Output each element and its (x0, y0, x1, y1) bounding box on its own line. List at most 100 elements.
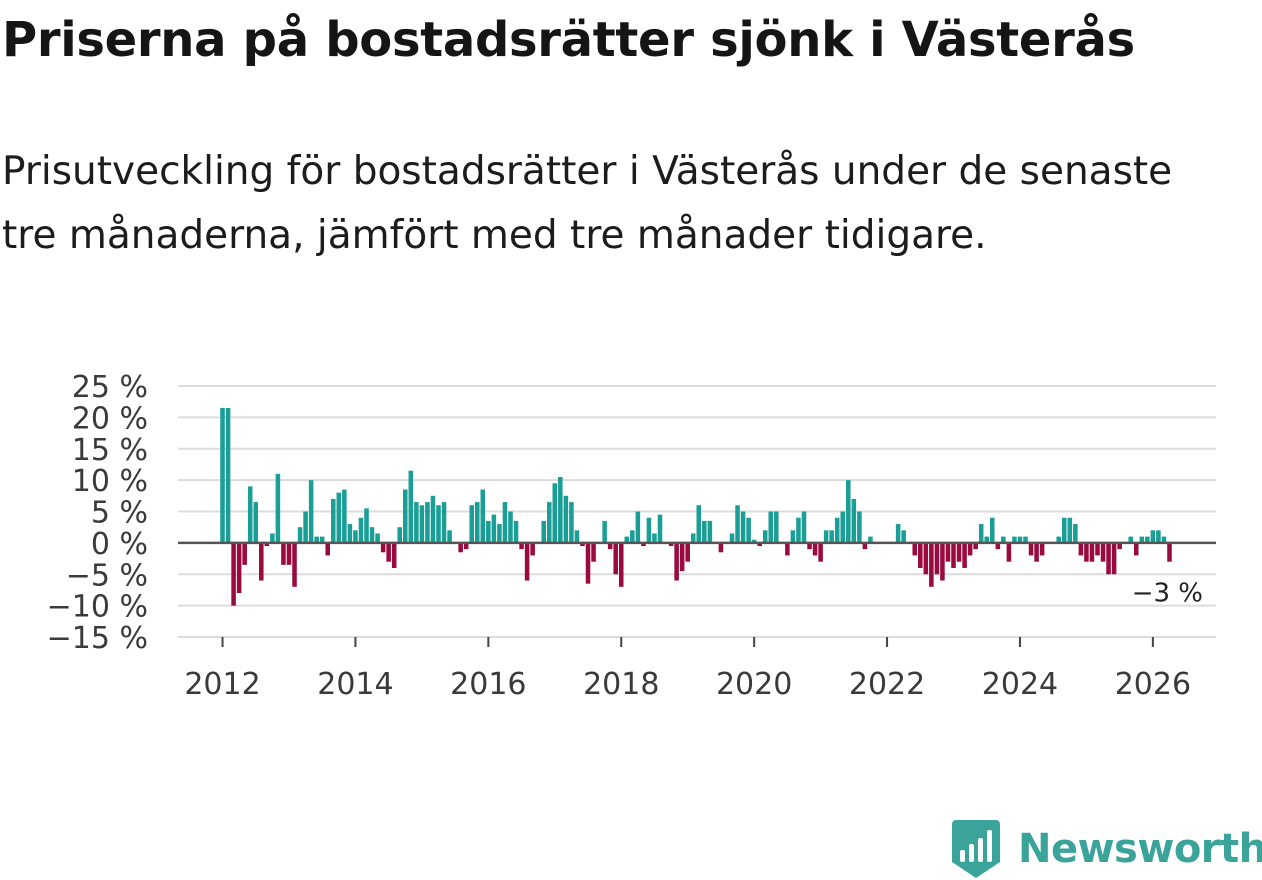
brand-logo: Newsworthy (950, 818, 1262, 880)
bar (530, 542, 535, 556)
bar (1006, 542, 1012, 562)
bar (973, 542, 978, 550)
bar (785, 542, 790, 556)
bar (1100, 542, 1106, 562)
bar (458, 542, 463, 553)
bar (319, 536, 325, 543)
bar (1067, 517, 1073, 543)
bar (447, 530, 452, 543)
bar (408, 470, 414, 543)
x-tick-label: 2014 (317, 667, 393, 702)
bar (297, 527, 303, 543)
bar (281, 542, 286, 565)
bar (1111, 542, 1117, 575)
bar (1039, 542, 1045, 556)
bar (303, 511, 308, 543)
bar (513, 520, 519, 543)
bar (674, 542, 679, 581)
bar (353, 530, 358, 543)
bar (364, 508, 369, 543)
page-subtitle: Prisutveckling för bostadsrätter i Väste… (2, 149, 1173, 258)
x-tick-label: 2026 (1115, 667, 1191, 702)
bar (247, 486, 253, 543)
bar (829, 530, 834, 543)
bar (419, 505, 425, 543)
y-tick-label: 5 % (91, 496, 148, 531)
bar (801, 511, 807, 543)
x-tick-label: 2024 (982, 667, 1058, 702)
bar (668, 542, 674, 547)
bar (774, 511, 779, 543)
bar (840, 511, 846, 543)
bar (1145, 536, 1150, 543)
bar (956, 542, 962, 562)
bar (857, 511, 862, 543)
bar (1150, 530, 1156, 543)
bar (391, 542, 397, 568)
bar (502, 502, 508, 543)
bar (679, 542, 685, 572)
bar (901, 530, 906, 543)
bar (236, 542, 242, 594)
bar (436, 505, 441, 543)
x-tick-label: 2012 (184, 667, 260, 702)
bar (868, 536, 873, 543)
bar (995, 542, 1001, 550)
bar (690, 533, 696, 543)
bar (574, 530, 580, 543)
bar (962, 542, 967, 568)
bar (762, 530, 768, 543)
bar (1128, 536, 1133, 543)
bar (386, 542, 391, 562)
bar (834, 517, 840, 543)
bar (474, 502, 480, 543)
bar (463, 542, 469, 550)
y-tick-label: −15 % (47, 621, 148, 656)
bar (380, 542, 386, 553)
bar (402, 489, 408, 543)
bar (430, 495, 436, 543)
bar (718, 542, 724, 553)
bar (347, 524, 353, 543)
bar (1117, 542, 1122, 550)
brand-name: Newsworthy (1018, 826, 1262, 872)
bar (558, 476, 563, 543)
bar (652, 533, 657, 543)
bar (635, 511, 641, 543)
y-tick-label: −5 % (66, 558, 148, 593)
bar (497, 524, 502, 543)
bar (569, 502, 574, 543)
bar (308, 480, 314, 543)
x-tick-label: 2022 (849, 667, 925, 702)
bar (259, 542, 264, 581)
bar (1073, 524, 1078, 543)
y-tick-label: 20 % (72, 401, 148, 436)
bar (231, 542, 236, 606)
bar (580, 542, 585, 547)
bar-chart: 25 %20 %15 %10 %5 %0 %−5 %−10 %−15 % 2012… (47, 370, 1216, 702)
bar (480, 489, 486, 543)
page-title: Priserna på bostadsrätter sjönk i Väster… (2, 12, 1135, 68)
bar (851, 498, 857, 543)
bar (978, 524, 984, 543)
y-tick-label: 15 % (72, 433, 148, 468)
bar (286, 542, 292, 565)
bar (807, 542, 812, 550)
bar (275, 473, 281, 543)
bar (325, 542, 331, 556)
bar (425, 502, 430, 543)
bar (358, 517, 364, 543)
bar (242, 542, 247, 565)
bar (990, 517, 995, 543)
bar (552, 483, 558, 543)
bar (624, 536, 630, 543)
bar (1156, 530, 1161, 543)
bar (812, 542, 818, 556)
bar (342, 489, 347, 543)
bar (641, 542, 646, 547)
bar (591, 542, 596, 562)
bar (1012, 536, 1017, 543)
bar (895, 524, 901, 543)
bar (336, 492, 342, 543)
bar (646, 517, 652, 543)
